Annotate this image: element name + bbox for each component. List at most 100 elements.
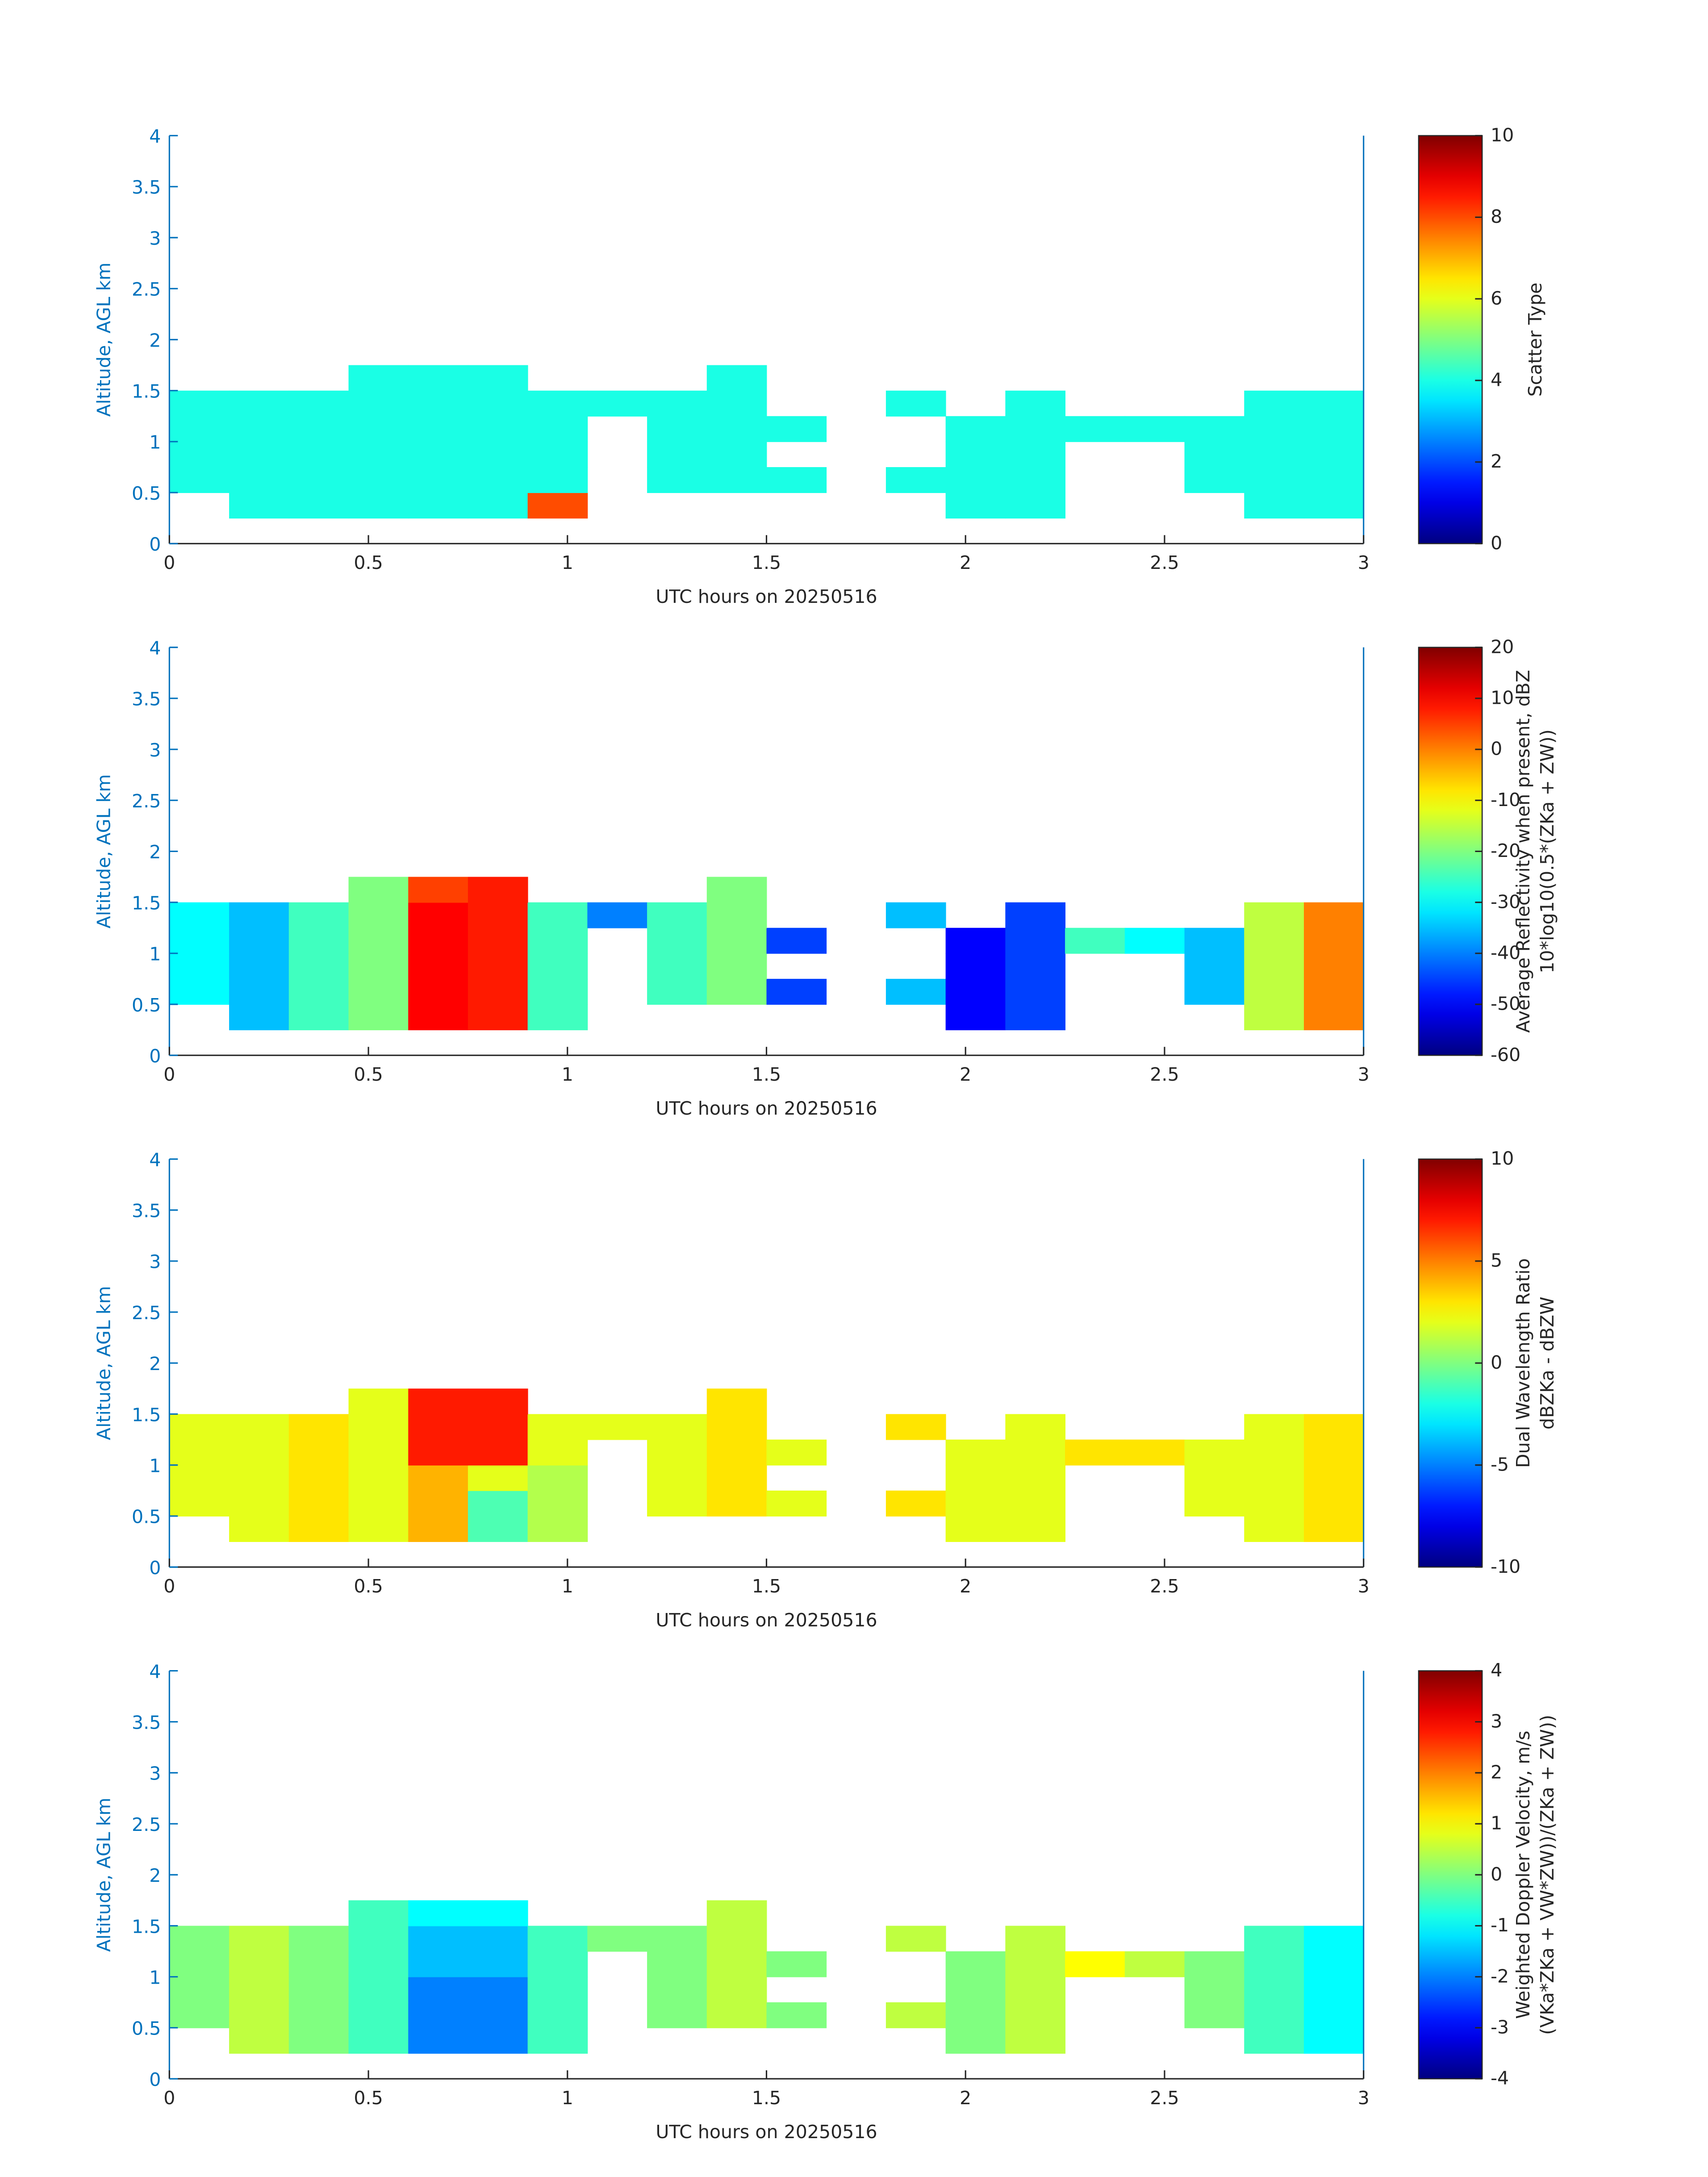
cell (1005, 2027, 1066, 2054)
colorbar-label: (VKa*ZKa + VW*ZW))/(ZKa + ZW)) (1537, 1715, 1558, 2035)
cell (945, 467, 1006, 493)
cell (1065, 928, 1125, 954)
cell (885, 1490, 946, 1517)
cell (1005, 978, 1066, 1005)
cell (1303, 1465, 1364, 1491)
cell (1303, 2002, 1364, 2028)
cell (527, 928, 588, 954)
cell (288, 416, 349, 442)
cell (1303, 902, 1364, 928)
cell (527, 1951, 588, 1977)
cell (587, 1414, 648, 1440)
cell (169, 1976, 230, 2003)
y-axis-label: Altitude, AGL km (93, 1797, 115, 1952)
y-axis-label: Altitude, AGL km (93, 1286, 115, 1441)
cell (169, 928, 230, 954)
cell (169, 1439, 230, 1466)
x-tick-label: 0 (163, 1064, 175, 1085)
cell (766, 1490, 827, 1517)
cell (1244, 2002, 1304, 2028)
cell (1244, 1926, 1304, 1952)
cell (1244, 2027, 1304, 2054)
y-tick-label: 0 (149, 1045, 161, 1067)
cell (647, 1976, 707, 2003)
cell (1184, 1976, 1245, 2003)
y-tick-label: 2.5 (132, 1814, 161, 1835)
cell (348, 1414, 409, 1440)
x-tick-label: 3 (1358, 1575, 1370, 1597)
x-tick-label: 0.5 (354, 1575, 383, 1597)
cell (468, 1414, 528, 1440)
cell (169, 902, 230, 928)
y-tick-label: 4 (149, 1661, 161, 1682)
cell (1005, 2002, 1066, 2028)
cell (408, 978, 468, 1005)
cell (527, 441, 588, 468)
colorbar-tick-label: 1 (1491, 1813, 1502, 1834)
cell (1065, 416, 1125, 442)
cell (1244, 978, 1304, 1005)
cell (706, 365, 767, 391)
cell (408, 493, 468, 519)
cell (1303, 416, 1364, 442)
cell (527, 2027, 588, 2054)
cell (1244, 1516, 1304, 1542)
colorbar-tick-label: 6 (1491, 288, 1502, 309)
cell (1303, 1976, 1364, 2003)
colorbar-tick-label: 10 (1491, 124, 1514, 146)
cell (408, 1976, 468, 2003)
y-tick-label: 0 (149, 534, 161, 555)
cell (169, 1414, 230, 1440)
cell (1244, 1976, 1304, 2003)
y-tick-label: 0 (149, 2069, 161, 2090)
colorbar-tick-label: 10 (1491, 687, 1514, 708)
cell (527, 1465, 588, 1491)
cell (468, 953, 528, 979)
cell (468, 441, 528, 468)
cell (527, 2002, 588, 2028)
cell (885, 390, 946, 417)
cell (229, 390, 289, 417)
cell (1184, 953, 1245, 979)
cell (1005, 493, 1066, 519)
y-tick-label: 2 (149, 841, 161, 863)
cell (1244, 1414, 1304, 1440)
y-tick-label: 1 (149, 1455, 161, 1477)
cell (348, 390, 409, 417)
cell (288, 1439, 349, 1466)
cell (527, 902, 588, 928)
cell (288, 953, 349, 979)
cell (229, 441, 289, 468)
cell (945, 2002, 1006, 2028)
cell (945, 1004, 1006, 1031)
colorbar-tick-label: -3 (1491, 2016, 1509, 2038)
x-tick-label: 3 (1358, 552, 1370, 573)
cell (348, 1951, 409, 1977)
y-tick-label: 2 (149, 1353, 161, 1375)
x-tick-label: 2.5 (1150, 2087, 1179, 2109)
cell (766, 2002, 827, 2028)
cell (587, 390, 648, 417)
colorbar-tick-label: 4 (1491, 369, 1502, 391)
cell (1065, 1439, 1125, 1466)
cell (348, 365, 409, 391)
cell (1303, 1439, 1364, 1466)
y-tick-label: 3 (149, 1763, 161, 1784)
colorbar-tick-label: 10 (1491, 1148, 1514, 1169)
cell (1244, 1004, 1304, 1031)
x-tick-label: 1.5 (752, 2087, 781, 2109)
cell (945, 441, 1006, 468)
cell (1184, 2002, 1245, 2028)
cell (229, 1414, 289, 1440)
colorbar-tick-label: -10 (1491, 789, 1520, 811)
cell (288, 902, 349, 928)
x-tick-label: 0.5 (354, 2087, 383, 2109)
cell (408, 1490, 468, 1517)
colorbar-label: Dual Wavelength Ratio (1512, 1258, 1534, 1468)
cell (1184, 416, 1245, 442)
cell (288, 2002, 349, 2028)
cell (1184, 978, 1245, 1005)
y-tick-label: 2.5 (132, 790, 161, 812)
cell (468, 467, 528, 493)
cell (706, 2002, 767, 2028)
